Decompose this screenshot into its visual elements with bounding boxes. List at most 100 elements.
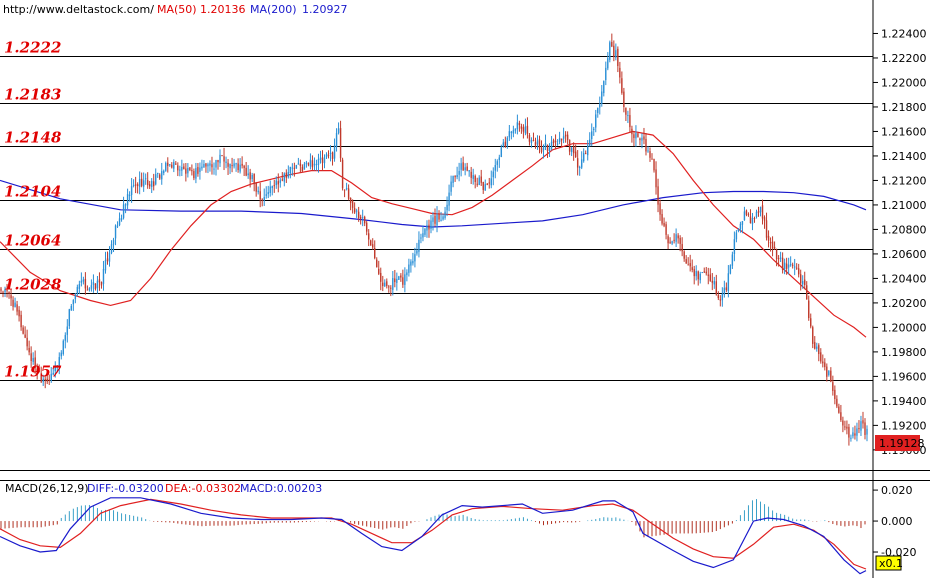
candle: [701, 271, 703, 274]
candle: [832, 375, 834, 396]
candle: [657, 178, 659, 213]
candle: [239, 158, 241, 174]
price-axis-label: 1.20800: [881, 223, 927, 236]
candle: [323, 154, 326, 169]
ma50-value: 1.20136: [200, 3, 246, 16]
candle: [289, 166, 292, 179]
candle: [68, 308, 71, 329]
candle: [120, 214, 123, 222]
candle: [717, 291, 720, 301]
candle: [88, 287, 91, 292]
candle: [797, 263, 800, 278]
candle: [456, 166, 458, 180]
candle: [556, 139, 559, 146]
candle: [424, 227, 426, 237]
candle: [765, 212, 768, 241]
candle: [271, 185, 273, 196]
candle: [582, 148, 585, 163]
candle: [448, 184, 450, 212]
candle: [259, 182, 261, 208]
candle: [844, 420, 846, 431]
candle: [484, 179, 486, 191]
candle: [341, 157, 344, 191]
candle: [203, 160, 205, 168]
candle: [365, 220, 368, 236]
candle: [124, 203, 127, 214]
candle: [62, 339, 64, 356]
candle: [554, 134, 557, 150]
candle: [169, 164, 171, 167]
candle: [108, 246, 111, 267]
candle: [735, 230, 738, 243]
candle: [631, 125, 633, 143]
candle: [157, 172, 159, 178]
candle: [223, 147, 225, 171]
candle: [235, 162, 237, 172]
candle: [40, 366, 42, 384]
level-label: 1.2104: [4, 183, 61, 201]
candle: [550, 136, 553, 151]
candle: [337, 122, 340, 135]
candle: [625, 107, 627, 122]
ma200-label: MA(200): [250, 3, 297, 16]
candle: [462, 156, 464, 171]
candle: [665, 221, 667, 240]
macd-dea-line: [0, 498, 867, 570]
candle: [812, 325, 814, 349]
candle: [351, 199, 354, 214]
candle: [468, 169, 470, 177]
candle: [699, 271, 701, 284]
candle: [295, 164, 298, 169]
candle: [787, 257, 790, 275]
candle: [406, 269, 408, 282]
candle: [112, 237, 115, 253]
candle: [8, 291, 10, 299]
candle: [209, 160, 211, 172]
candle: [695, 265, 697, 281]
candle: [134, 176, 137, 194]
candle: [677, 233, 679, 244]
candle: [359, 214, 362, 225]
candle: [102, 260, 105, 291]
candle: [110, 240, 113, 255]
candle: [150, 178, 153, 193]
candle: [723, 280, 726, 298]
candle: [221, 155, 223, 157]
candle: [104, 251, 107, 274]
candle: [28, 340, 30, 356]
candle: [367, 229, 370, 247]
candle: [211, 156, 213, 175]
candle: [852, 427, 854, 439]
candle: [820, 348, 822, 364]
candle: [508, 124, 511, 141]
level-label: 1.2148: [4, 129, 62, 147]
candle: [299, 159, 302, 173]
candle: [357, 206, 360, 222]
candle: [785, 257, 788, 275]
scale-multiplier-box[interactable]: [875, 555, 902, 571]
candle: [506, 136, 509, 149]
price-axis-label: 1.19400: [881, 395, 927, 408]
candle: [195, 162, 197, 184]
candle: [830, 367, 832, 383]
candle: [775, 248, 778, 267]
candle: [637, 132, 639, 138]
candle: [623, 87, 625, 113]
candle: [721, 287, 724, 307]
candle: [564, 131, 567, 143]
candle: [795, 263, 798, 270]
candle: [444, 206, 446, 220]
candle: [741, 220, 744, 234]
candle: [100, 281, 103, 289]
candle: [94, 283, 97, 291]
candle: [488, 177, 490, 189]
candle: [279, 178, 281, 188]
candle: [317, 153, 320, 173]
candle: [568, 139, 571, 156]
candle: [601, 85, 603, 107]
candle: [552, 138, 555, 147]
candle: [327, 150, 330, 159]
candle: [225, 156, 227, 169]
candle: [814, 336, 816, 350]
candle: [804, 271, 806, 290]
